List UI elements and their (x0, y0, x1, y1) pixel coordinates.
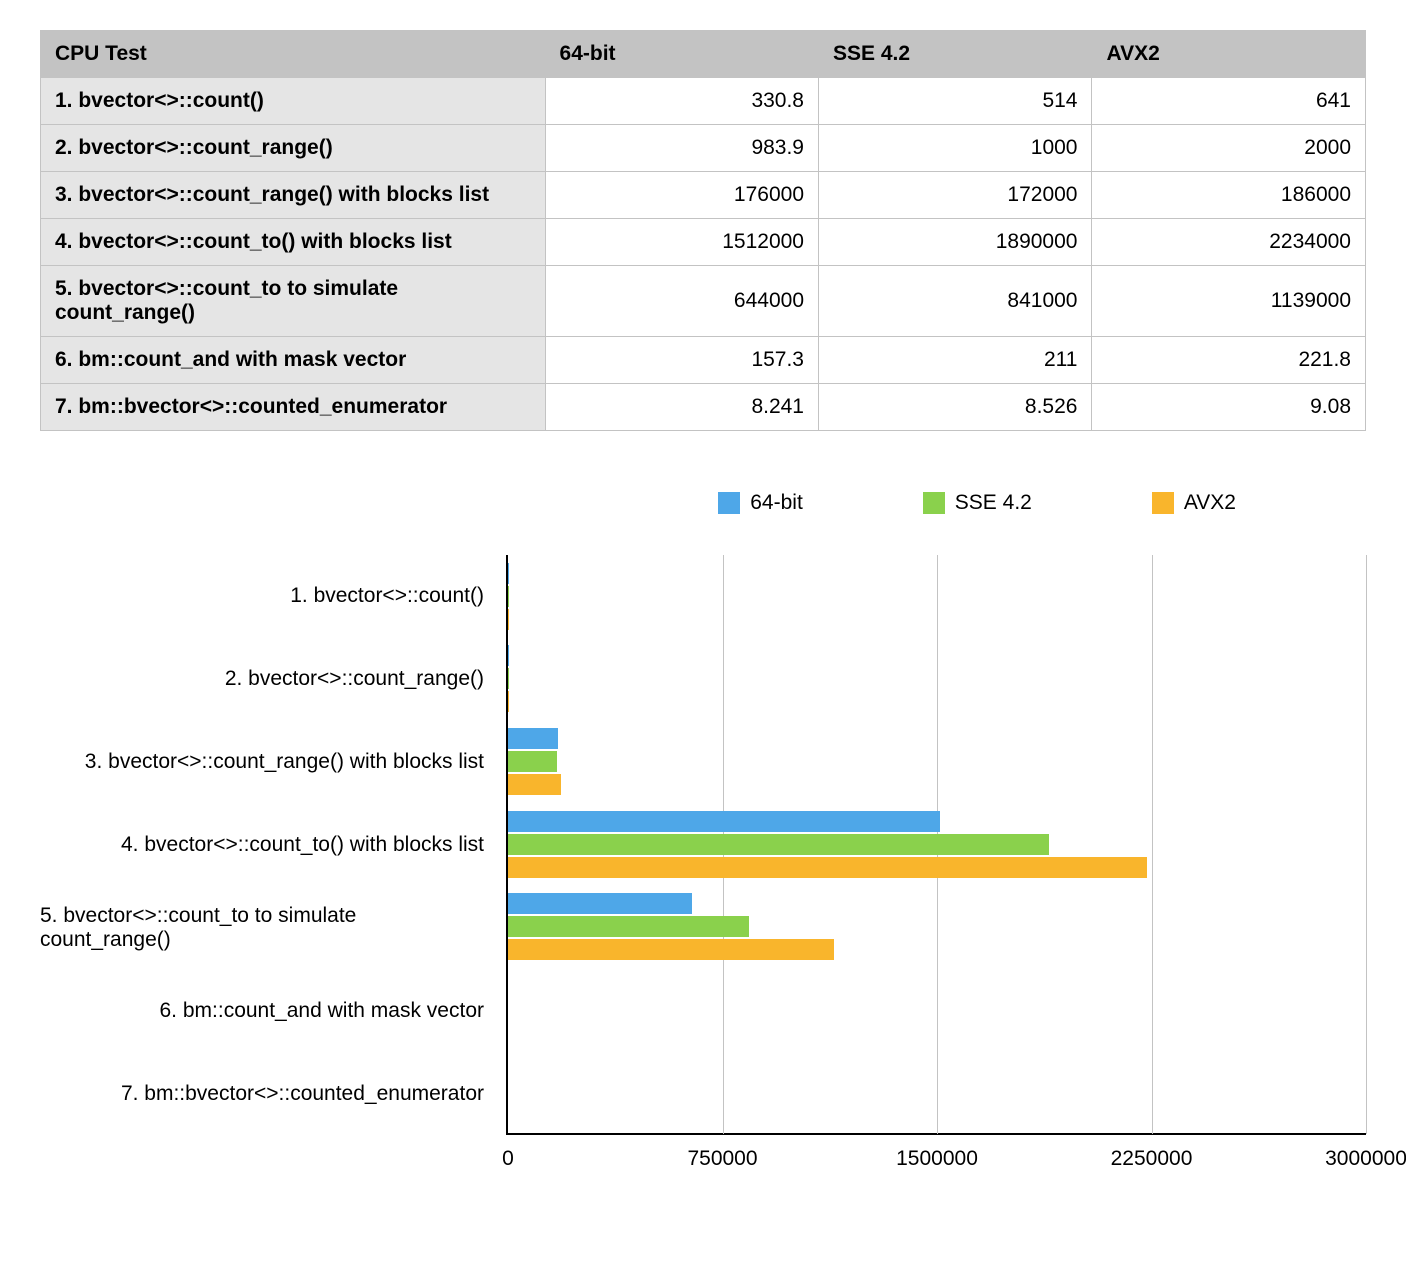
bar (508, 774, 561, 795)
cell: 211 (819, 337, 1092, 384)
bar (508, 857, 1147, 878)
cell: 2000 (1092, 125, 1366, 172)
gridline (1366, 555, 1367, 1134)
row-label: 4. bvector<>::count_to() with blocks lis… (41, 219, 546, 266)
cell: 2234000 (1092, 219, 1366, 266)
bar-row (508, 803, 1366, 886)
cell: 172000 (819, 172, 1092, 219)
benchmark-table: CPU Test 64-bit SSE 4.2 AVX2 1. bvector<… (40, 30, 1366, 431)
cell: 176000 (545, 172, 818, 219)
table-row: 1. bvector<>::count() 330.8 514 641 (41, 78, 1366, 125)
bar (508, 834, 1049, 855)
x-tick-label: 1500000 (896, 1147, 978, 1171)
x-tick-label: 0 (502, 1147, 514, 1171)
y-category-label: 2. bvector<>::count_range() (40, 638, 506, 721)
table-header-row: CPU Test 64-bit SSE 4.2 AVX2 (41, 31, 1366, 78)
legend-label: 64-bit (750, 491, 803, 515)
cell: 9.08 (1092, 384, 1366, 431)
table-row: 7. bm::bvector<>::counted_enumerator 8.2… (41, 384, 1366, 431)
bar-chart: 1. bvector<>::count() 2. bvector<>::coun… (40, 555, 1366, 1135)
cell: 8.241 (545, 384, 818, 431)
chart-x-axis: 0750000150000022500003000000 (508, 1147, 1366, 1177)
legend-item: SSE 4.2 (923, 491, 1032, 515)
y-category-label: 5. bvector<>::count_to to simulate count… (40, 886, 506, 969)
bar-row (508, 720, 1366, 803)
row-label: 2. bvector<>::count_range() (41, 125, 546, 172)
cell: 1139000 (1092, 266, 1366, 337)
legend-swatch-icon (718, 492, 740, 514)
row-label: 7. bm::bvector<>::counted_enumerator (41, 384, 546, 431)
table-row: 4. bvector<>::count_to() with blocks lis… (41, 219, 1366, 266)
row-label: 6. bm::count_and with mask vector (41, 337, 546, 384)
cell: 186000 (1092, 172, 1366, 219)
y-category-label: 4. bvector<>::count_to() with blocks lis… (40, 804, 506, 887)
table-body: 1. bvector<>::count() 330.8 514 641 2. b… (41, 78, 1366, 431)
legend-item: AVX2 (1152, 491, 1236, 515)
legend-item: 64-bit (718, 491, 803, 515)
chart-legend: 64-bit SSE 4.2 AVX2 (40, 491, 1366, 515)
cell: 1000 (819, 125, 1092, 172)
legend-swatch-icon (1152, 492, 1174, 514)
cell: 8.526 (819, 384, 1092, 431)
x-tick-label: 3000000 (1325, 1147, 1406, 1171)
cell: 841000 (819, 266, 1092, 337)
table-row: 6. bm::count_and with mask vector 157.3 … (41, 337, 1366, 384)
cell: 983.9 (545, 125, 818, 172)
cell: 514 (819, 78, 1092, 125)
legend-swatch-icon (923, 492, 945, 514)
bar (508, 751, 557, 772)
cell: 157.3 (545, 337, 818, 384)
bar (508, 916, 749, 937)
cell: 330.8 (545, 78, 818, 125)
chart-bars-area (508, 555, 1366, 1133)
bar-row (508, 968, 1366, 1051)
row-label: 1. bvector<>::count() (41, 78, 546, 125)
bar (508, 811, 940, 832)
chart-plot-area: 0750000150000022500003000000 (506, 555, 1366, 1135)
chart-y-labels: 1. bvector<>::count() 2. bvector<>::coun… (40, 555, 506, 1135)
cell: 221.8 (1092, 337, 1366, 384)
bar-row (508, 1050, 1366, 1133)
table-col-header: AVX2 (1092, 31, 1366, 78)
y-category-label: 6. bm::count_and with mask vector (40, 969, 506, 1052)
bar-row (508, 555, 1366, 638)
bar (508, 728, 558, 749)
row-label: 3. bvector<>::count_range() with blocks … (41, 172, 546, 219)
bar-row (508, 638, 1366, 721)
cell: 641 (1092, 78, 1366, 125)
legend-label: AVX2 (1184, 491, 1236, 515)
table-col-header: SSE 4.2 (819, 31, 1092, 78)
table-col-header: 64-bit (545, 31, 818, 78)
row-label: 5. bvector<>::count_to to simulate count… (41, 266, 546, 337)
cell: 1890000 (819, 219, 1092, 266)
bar (508, 691, 509, 712)
bar-row (508, 885, 1366, 968)
bar (508, 939, 834, 960)
cell: 644000 (545, 266, 818, 337)
table-row: 5. bvector<>::count_to to simulate count… (41, 266, 1366, 337)
legend-label: SSE 4.2 (955, 491, 1032, 515)
table-row: 3. bvector<>::count_range() with blocks … (41, 172, 1366, 219)
table-col-header: CPU Test (41, 31, 546, 78)
x-tick-label: 2250000 (1111, 1147, 1193, 1171)
y-category-label: 3. bvector<>::count_range() with blocks … (40, 721, 506, 804)
y-category-label: 1. bvector<>::count() (40, 555, 506, 638)
bar (508, 893, 692, 914)
table-row: 2. bvector<>::count_range() 983.9 1000 2… (41, 125, 1366, 172)
x-tick-label: 750000 (687, 1147, 757, 1171)
cell: 1512000 (545, 219, 818, 266)
y-category-label: 7. bm::bvector<>::counted_enumerator (40, 1052, 506, 1135)
